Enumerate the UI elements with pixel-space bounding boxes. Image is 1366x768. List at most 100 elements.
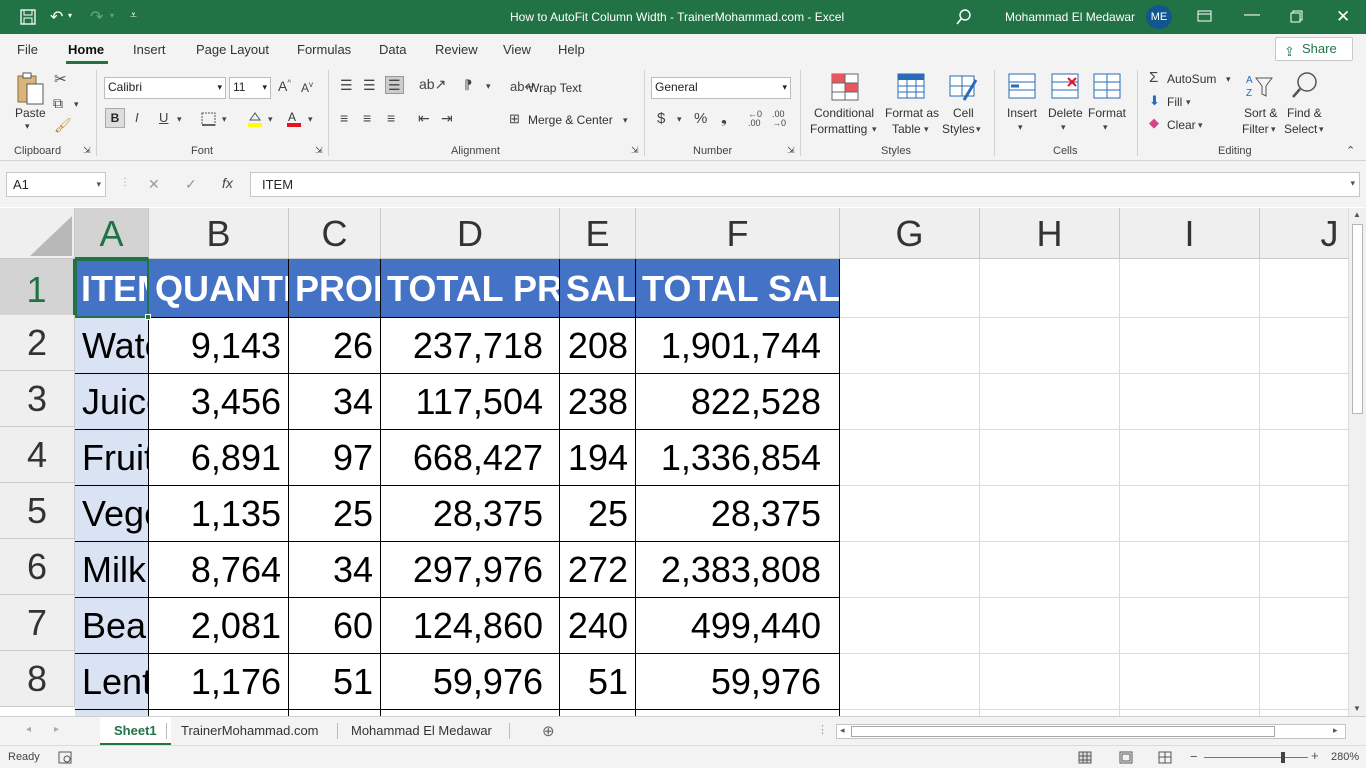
number-cell[interactable]: 2,383,808 bbox=[636, 542, 840, 598]
row-header-8[interactable]: 8 bbox=[0, 651, 75, 707]
format-painter-icon[interactable]: 🖌 bbox=[54, 117, 72, 133]
font-size-select[interactable]: 11 ▾ bbox=[229, 77, 271, 99]
conditional-formatting-label1[interactable]: Conditional bbox=[814, 106, 875, 120]
number-cell[interactable]: 97 bbox=[289, 430, 381, 486]
search-icon[interactable] bbox=[956, 9, 972, 25]
find-select-label1[interactable]: Find & bbox=[1287, 106, 1322, 120]
formula-input[interactable]: ITEM ▾ bbox=[250, 172, 1360, 197]
number-cell[interactable]: 59,976 bbox=[636, 654, 840, 710]
number-cell[interactable]: 124,860 bbox=[381, 598, 560, 654]
number-cell[interactable]: 117,504 bbox=[381, 374, 560, 430]
decrease-font-icon[interactable]: Av bbox=[301, 80, 314, 95]
increase-decimal-icon[interactable]: ←0.00 bbox=[748, 109, 763, 128]
number-cell[interactable]: 238 bbox=[560, 374, 636, 430]
middle-align-icon[interactable]: ☰ bbox=[363, 77, 376, 93]
scroll-left-icon[interactable]: ◂ bbox=[26, 724, 32, 735]
number-cell[interactable]: 25 bbox=[560, 486, 636, 542]
header-cell-e[interactable]: SALES bbox=[560, 259, 636, 318]
tab-view[interactable]: View bbox=[503, 42, 531, 57]
italic-button[interactable]: I bbox=[135, 110, 139, 125]
delete-cells-icon[interactable] bbox=[1050, 72, 1080, 100]
header-cell-c[interactable]: PROFIT bbox=[289, 259, 381, 318]
merge-dropdown-icon[interactable]: ▾ bbox=[623, 115, 628, 125]
tab-file[interactable]: File bbox=[17, 42, 38, 57]
fill-button[interactable]: Fill bbox=[1167, 95, 1183, 109]
copy-icon[interactable]: ⧉ bbox=[53, 95, 63, 111]
zoom-out-icon[interactable]: − bbox=[1190, 749, 1198, 764]
number-cell[interactable]: 297,976 bbox=[381, 542, 560, 598]
number-cell[interactable]: 60 bbox=[289, 598, 381, 654]
tab-page-layout[interactable]: Page Layout bbox=[196, 42, 270, 57]
number-cell[interactable]: 822,528 bbox=[636, 374, 840, 430]
number-cell[interactable]: 3,456 bbox=[149, 374, 289, 430]
number-cell[interactable]: 272 bbox=[560, 542, 636, 598]
orientation-icon[interactable]: ab↗ bbox=[419, 76, 447, 92]
rtl-dropdown-icon[interactable]: ▾ bbox=[486, 81, 491, 91]
number-cell[interactable]: 51 bbox=[560, 654, 636, 710]
cell-styles-label2[interactable]: Styles bbox=[942, 122, 975, 136]
column-header-c[interactable]: C bbox=[289, 208, 381, 259]
number-cell[interactable]: 34 bbox=[289, 374, 381, 430]
tab-split-icon[interactable]: ⋮ bbox=[817, 724, 828, 736]
align-right-icon[interactable]: ≡ bbox=[387, 110, 396, 126]
cell-styles-icon[interactable] bbox=[948, 72, 978, 102]
chevron-down-icon[interactable]: ▾ bbox=[1103, 122, 1108, 132]
macro-record-icon[interactable] bbox=[58, 751, 72, 764]
horizontal-scrollbar[interactable]: ◂ ▸ bbox=[836, 724, 1346, 739]
zoom-in-icon[interactable]: + bbox=[1311, 748, 1319, 763]
header-cell-f[interactable]: TOTAL SALES bbox=[636, 259, 840, 318]
worksheet-grid[interactable]: ABCDEFGHIJ12345678ITEMQUANTITYPROFITTOTA… bbox=[0, 208, 1348, 716]
find-select-label2[interactable]: Select bbox=[1284, 122, 1318, 136]
chevron-down-icon[interactable]: ▾ bbox=[1061, 122, 1066, 132]
cell[interactable] bbox=[149, 710, 289, 716]
scroll-left-icon[interactable]: ◂ bbox=[840, 725, 845, 735]
enter-icon[interactable]: ✓ bbox=[185, 176, 197, 192]
scroll-right-icon[interactable]: ▸ bbox=[1333, 725, 1338, 735]
insert-function-button[interactable]: fx bbox=[222, 175, 233, 191]
chevron-down-icon[interactable]: ▾ bbox=[1198, 120, 1203, 130]
format-table-label2[interactable]: Table bbox=[892, 122, 921, 136]
item-cell[interactable]: Juice bbox=[75, 374, 149, 430]
cancel-icon[interactable]: ✕ bbox=[148, 176, 160, 192]
chevron-down-icon[interactable]: ▾ bbox=[1319, 124, 1324, 134]
number-cell[interactable]: 237,718 bbox=[381, 318, 560, 374]
minimize-icon[interactable]: — bbox=[1244, 6, 1260, 23]
undo-icon[interactable]: ↶ bbox=[50, 9, 64, 26]
cell[interactable] bbox=[560, 710, 636, 716]
merge-center-button[interactable]: Merge & Center bbox=[528, 113, 613, 127]
header-cell-d[interactable]: TOTAL PROFIT bbox=[381, 259, 560, 318]
cell[interactable] bbox=[75, 710, 149, 716]
cell-styles-label1[interactable]: Cell bbox=[953, 106, 974, 120]
number-cell[interactable]: 2,081 bbox=[149, 598, 289, 654]
row-header-6[interactable]: 6 bbox=[0, 539, 75, 595]
number-cell[interactable]: 1,901,744 bbox=[636, 318, 840, 374]
font-launcher-icon[interactable]: ⇲ bbox=[315, 145, 323, 155]
customize-toolbar-icon[interactable]: ⩡ bbox=[130, 8, 137, 22]
sort-filter-label2[interactable]: Filter bbox=[1242, 122, 1269, 136]
number-cell[interactable]: 194 bbox=[560, 430, 636, 486]
top-align-icon[interactable]: ☰ bbox=[340, 77, 353, 93]
number-cell[interactable]: 59,976 bbox=[381, 654, 560, 710]
increase-indent-icon[interactable]: ⇥ bbox=[441, 110, 453, 126]
add-sheet-icon[interactable]: ⊕ bbox=[542, 723, 555, 740]
scroll-right-icon[interactable]: ▸ bbox=[54, 724, 60, 735]
number-cell[interactable]: 1,135 bbox=[149, 486, 289, 542]
column-header-g[interactable]: G bbox=[840, 208, 980, 259]
eraser-icon[interactable]: ◆ bbox=[1149, 115, 1159, 130]
share-button[interactable]: ⇪ Share bbox=[1275, 37, 1353, 61]
page-layout-view-icon[interactable] bbox=[1119, 751, 1133, 764]
wrap-text-button[interactable]: Wrap Text bbox=[528, 81, 582, 95]
number-cell[interactable]: 208 bbox=[560, 318, 636, 374]
tab-formulas[interactable]: Formulas bbox=[297, 42, 352, 57]
column-header-d[interactable]: D bbox=[381, 208, 560, 259]
copy-dropdown-icon[interactable]: ▾ bbox=[74, 99, 79, 109]
collapse-ribbon-icon[interactable]: ⌃ bbox=[1346, 145, 1356, 157]
number-cell[interactable]: 8,764 bbox=[149, 542, 289, 598]
underline-button[interactable]: U bbox=[159, 110, 169, 125]
paste-icon[interactable] bbox=[15, 72, 45, 106]
number-cell[interactable]: 34 bbox=[289, 542, 381, 598]
clipboard-launcher-icon[interactable]: ⇲ bbox=[83, 145, 91, 155]
chevron-down-icon[interactable]: ▾ bbox=[1226, 74, 1231, 84]
underline-dropdown-icon[interactable]: ▾ bbox=[177, 114, 182, 124]
restore-icon[interactable] bbox=[1290, 10, 1303, 23]
